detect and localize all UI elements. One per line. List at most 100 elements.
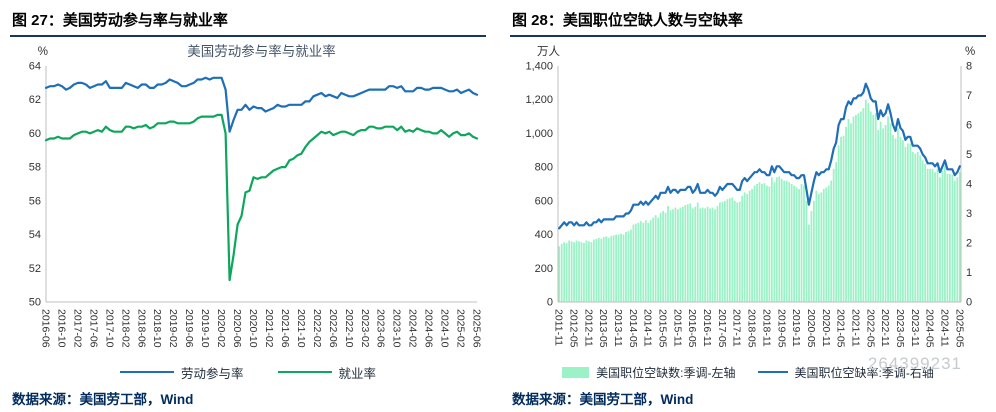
svg-text:2024-10: 2024-10: [439, 309, 451, 348]
legend-label: 劳动参与率: [180, 366, 244, 381]
svg-text:2014-11: 2014-11: [642, 309, 654, 347]
svg-text:2023-02: 2023-02: [359, 309, 371, 348]
svg-text:2020-11: 2020-11: [820, 309, 832, 347]
legend-line-swatch-icon: [277, 371, 332, 374]
legend-item: 美国职位空缺率:季调-右轴: [757, 364, 934, 381]
svg-text:2014-05: 2014-05: [627, 309, 639, 348]
svg-text:2022-02: 2022-02: [311, 309, 323, 348]
legend-label: 美国职位空缺数:季调-左轴: [596, 365, 736, 380]
svg-text:2024-06: 2024-06: [423, 309, 435, 348]
svg-text:2018-05: 2018-05: [746, 309, 758, 348]
svg-text:2018-11: 2018-11: [760, 309, 772, 347]
svg-text:4: 4: [966, 179, 972, 191]
svg-text:0: 0: [966, 297, 972, 309]
svg-text:58: 58: [29, 162, 41, 174]
svg-text:2015-11: 2015-11: [671, 309, 683, 347]
svg-text:2019-05: 2019-05: [775, 309, 787, 348]
svg-text:200: 200: [535, 263, 553, 275]
svg-text:1,000: 1,000: [525, 128, 553, 140]
figure-27-caption: 图 27：美国劳动参与率与就业率: [10, 6, 486, 37]
svg-text:2016-05: 2016-05: [686, 309, 698, 348]
svg-text:1,200: 1,200: [525, 94, 553, 106]
svg-text:2018-06: 2018-06: [135, 309, 147, 348]
svg-text:64: 64: [29, 61, 41, 73]
svg-text:54: 54: [29, 229, 41, 241]
svg-text:2016-06: 2016-06: [40, 309, 52, 348]
svg-text:%: %: [965, 46, 975, 58]
svg-text:2018-10: 2018-10: [151, 309, 163, 348]
svg-text:万人: 万人: [537, 45, 560, 58]
svg-text:2022-10: 2022-10: [343, 309, 355, 348]
svg-text:2025-06: 2025-06: [471, 309, 483, 348]
svg-text:2021-10: 2021-10: [295, 309, 307, 348]
svg-text:2013-11: 2013-11: [612, 309, 624, 347]
svg-text:50: 50: [29, 297, 41, 309]
svg-text:2021-02: 2021-02: [263, 309, 275, 348]
svg-text:3: 3: [966, 208, 972, 220]
svg-text:2015-05: 2015-05: [657, 309, 669, 348]
svg-text:8: 8: [966, 61, 972, 73]
figure-28-source: 数据来源：美国劳工部，Wind: [512, 392, 694, 407]
svg-text:2016-10: 2016-10: [55, 309, 67, 348]
svg-text:600: 600: [535, 195, 553, 207]
svg-text:2020-06: 2020-06: [231, 309, 243, 348]
svg-text:2016-11: 2016-11: [701, 309, 713, 347]
legend-item: 劳动参与率: [119, 363, 244, 382]
labor-participation-employment-chart: 50 52 54 56 58 60 62 64 2016-06 2016-10 2017-02 201…: [29, 43, 483, 348]
figure-28-panel: 图 28：美国职位空缺人数与空缺率 0 200 400 600 800 1,000 1,20…: [510, 6, 986, 408]
svg-text:5: 5: [966, 149, 972, 161]
svg-text:2012-11: 2012-11: [582, 309, 594, 347]
legend-item: 就业率: [277, 363, 377, 382]
svg-text:2022-06: 2022-06: [327, 309, 339, 348]
svg-text:2017-10: 2017-10: [103, 309, 115, 348]
svg-text:800: 800: [535, 162, 553, 174]
legend-bar-swatch-icon: [562, 366, 590, 378]
svg-text:400: 400: [535, 229, 553, 241]
svg-text:2013-05: 2013-05: [597, 309, 609, 348]
svg-text:2018-02: 2018-02: [119, 309, 131, 348]
svg-text:2017-06: 2017-06: [87, 309, 99, 348]
svg-text:2021-11: 2021-11: [849, 309, 861, 347]
svg-text:2020-05: 2020-05: [805, 309, 817, 348]
svg-text:2025-05: 2025-05: [953, 309, 965, 348]
svg-text:2021-05: 2021-05: [835, 309, 847, 348]
svg-text:2017-05: 2017-05: [716, 309, 728, 348]
legend-label: 就业率: [338, 366, 377, 381]
svg-text:2024-05: 2024-05: [924, 309, 936, 348]
svg-text:2023-06: 2023-06: [375, 309, 387, 348]
svg-text:2025-02: 2025-02: [455, 309, 467, 348]
svg-text:2020-02: 2020-02: [215, 309, 227, 348]
svg-text:2019-02: 2019-02: [167, 309, 179, 348]
figure-28-legend: 美国职位空缺数:季调-左轴 美国职位空缺率:季调-右轴: [510, 360, 986, 384]
svg-text:7: 7: [966, 90, 972, 102]
figure-28-caption: 图 28：美国职位空缺人数与空缺率: [510, 6, 986, 37]
legend-label: 美国职位空缺率:季调-右轴: [794, 365, 934, 380]
svg-text:2019-10: 2019-10: [199, 309, 211, 348]
svg-text:2021-06: 2021-06: [279, 309, 291, 348]
figure-27-panel: 图 27：美国劳动参与率与就业率 50 52 54 56 58 60 62 64 2016-06…: [10, 6, 486, 408]
svg-text:1,400: 1,400: [525, 61, 553, 73]
svg-text:2024-02: 2024-02: [407, 309, 419, 348]
svg-text:2017-11: 2017-11: [731, 309, 743, 347]
figure-27-source: 数据来源：美国劳工部，Wind: [12, 392, 194, 407]
legend-item: 美国职位空缺数:季调-左轴: [562, 364, 736, 381]
legend-line-swatch-icon: [119, 371, 174, 374]
svg-text:6: 6: [966, 120, 972, 132]
svg-text:2024-11: 2024-11: [938, 309, 950, 347]
svg-text:2011-11: 2011-11: [553, 309, 565, 346]
figure-27-legend: 劳动参与率 就业率: [10, 360, 486, 384]
legend-line-swatch-icon: [757, 371, 788, 374]
svg-text:1: 1: [966, 267, 972, 279]
svg-text:62: 62: [29, 94, 41, 106]
svg-text:2023-05: 2023-05: [894, 309, 906, 348]
svg-text:2012-05: 2012-05: [568, 309, 580, 348]
svg-text:0: 0: [547, 297, 553, 309]
svg-text:2023-10: 2023-10: [391, 309, 403, 348]
svg-text:2019-06: 2019-06: [183, 309, 195, 348]
svg-text:2017-02: 2017-02: [71, 309, 83, 348]
svg-text:2023-11: 2023-11: [909, 309, 921, 347]
svg-text:%: %: [38, 46, 48, 58]
svg-text:2: 2: [966, 238, 972, 250]
job-openings-vacancy-rate-chart: 0 200 400 600 800 1,000 1,200 1,400 0 1 2 3 4 5 6 7 8 201…: [525, 45, 975, 348]
